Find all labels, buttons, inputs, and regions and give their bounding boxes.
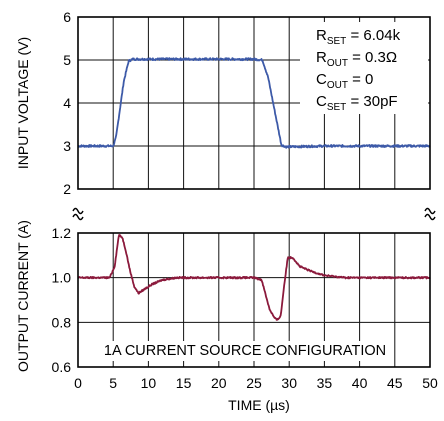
legend-entry-subscript-0: SET [327, 36, 346, 47]
series-line-output-current [77, 234, 431, 321]
x-tick-label-1: 5 [109, 375, 117, 391]
frame-input-voltage [77, 16, 431, 190]
x-tick-label-3: 15 [176, 375, 192, 391]
y-axis-label-input-voltage: INPUT VOLTAGE (V) [15, 37, 31, 169]
x-tick-label-8: 40 [352, 375, 368, 391]
axis-break-mark-1 [72, 213, 84, 221]
plot-frame [77, 16, 431, 368]
frame-output-current [77, 232, 431, 368]
y-tick-label-input-voltage-1: 3 [63, 138, 71, 154]
x-tick-label-6: 30 [281, 375, 297, 391]
x-tick-label-9: 45 [387, 375, 403, 391]
x-tick-label-2: 10 [141, 375, 157, 391]
legend-entry-2: COUT = 0 [316, 71, 373, 91]
y-axis-label-output-current: OUTPUT CURRENT (A) [15, 220, 31, 372]
legend-entry-symbol-3: C [316, 93, 327, 110]
series-line-input-voltage [77, 57, 431, 149]
legend-entry-symbol-1: R [316, 49, 327, 66]
y-tick-label-output-current-2: 1.0 [52, 270, 72, 286]
axis-break-mark-3 [424, 213, 436, 221]
legend-entry-value-3: = 30pF [346, 93, 397, 110]
y-tick-label-input-voltage-0: 2 [63, 181, 71, 197]
legend-entry-subscript-3: SET [327, 102, 346, 113]
y-tick-label-output-current-1: 0.8 [52, 314, 72, 330]
axis-break-marks [72, 207, 436, 221]
legend-entry-symbol-0: R [316, 27, 327, 44]
legend-entry-symbol-2: C [316, 71, 327, 88]
caption-background [97, 341, 393, 361]
x-axis-label: TIME (µs) [228, 397, 290, 413]
y-tick-label-output-current-0: 0.6 [52, 359, 72, 375]
series-layer [77, 57, 431, 321]
y-tick-label-input-voltage-3: 5 [63, 52, 71, 68]
x-tick-label-7: 35 [317, 375, 333, 391]
x-tick-label-4: 20 [211, 375, 227, 391]
legend-entry-value-1: = 0.3Ω [348, 49, 397, 66]
y-tick-label-input-voltage-4: 6 [63, 9, 71, 25]
y-tick-label-input-voltage-2: 4 [63, 95, 71, 111]
x-tick-label-0: 0 [74, 375, 82, 391]
axis-break-mark-0 [72, 207, 84, 215]
legend-entry-1: ROUT = 0.3Ω [316, 49, 397, 69]
x-tick-label-10: 50 [422, 375, 438, 391]
legend-entry-subscript-2: OUT [327, 80, 348, 91]
caption: 1A CURRENT SOURCE CONFIGURATION [104, 343, 386, 359]
legend-entry-subscript-1: OUT [327, 58, 348, 69]
legend-entry-3: CSET = 30pF [316, 93, 398, 113]
legend-entry-0: RSET = 6.04k [316, 27, 401, 47]
legend-entry-value-2: = 0 [348, 71, 373, 88]
axis-break-mark-2 [424, 207, 436, 215]
x-tick-label-5: 25 [246, 375, 262, 391]
legend-entry-value-0: = 6.04k [346, 27, 400, 44]
legend-background [300, 22, 428, 114]
y-tick-label-output-current-3: 1.2 [52, 225, 72, 241]
